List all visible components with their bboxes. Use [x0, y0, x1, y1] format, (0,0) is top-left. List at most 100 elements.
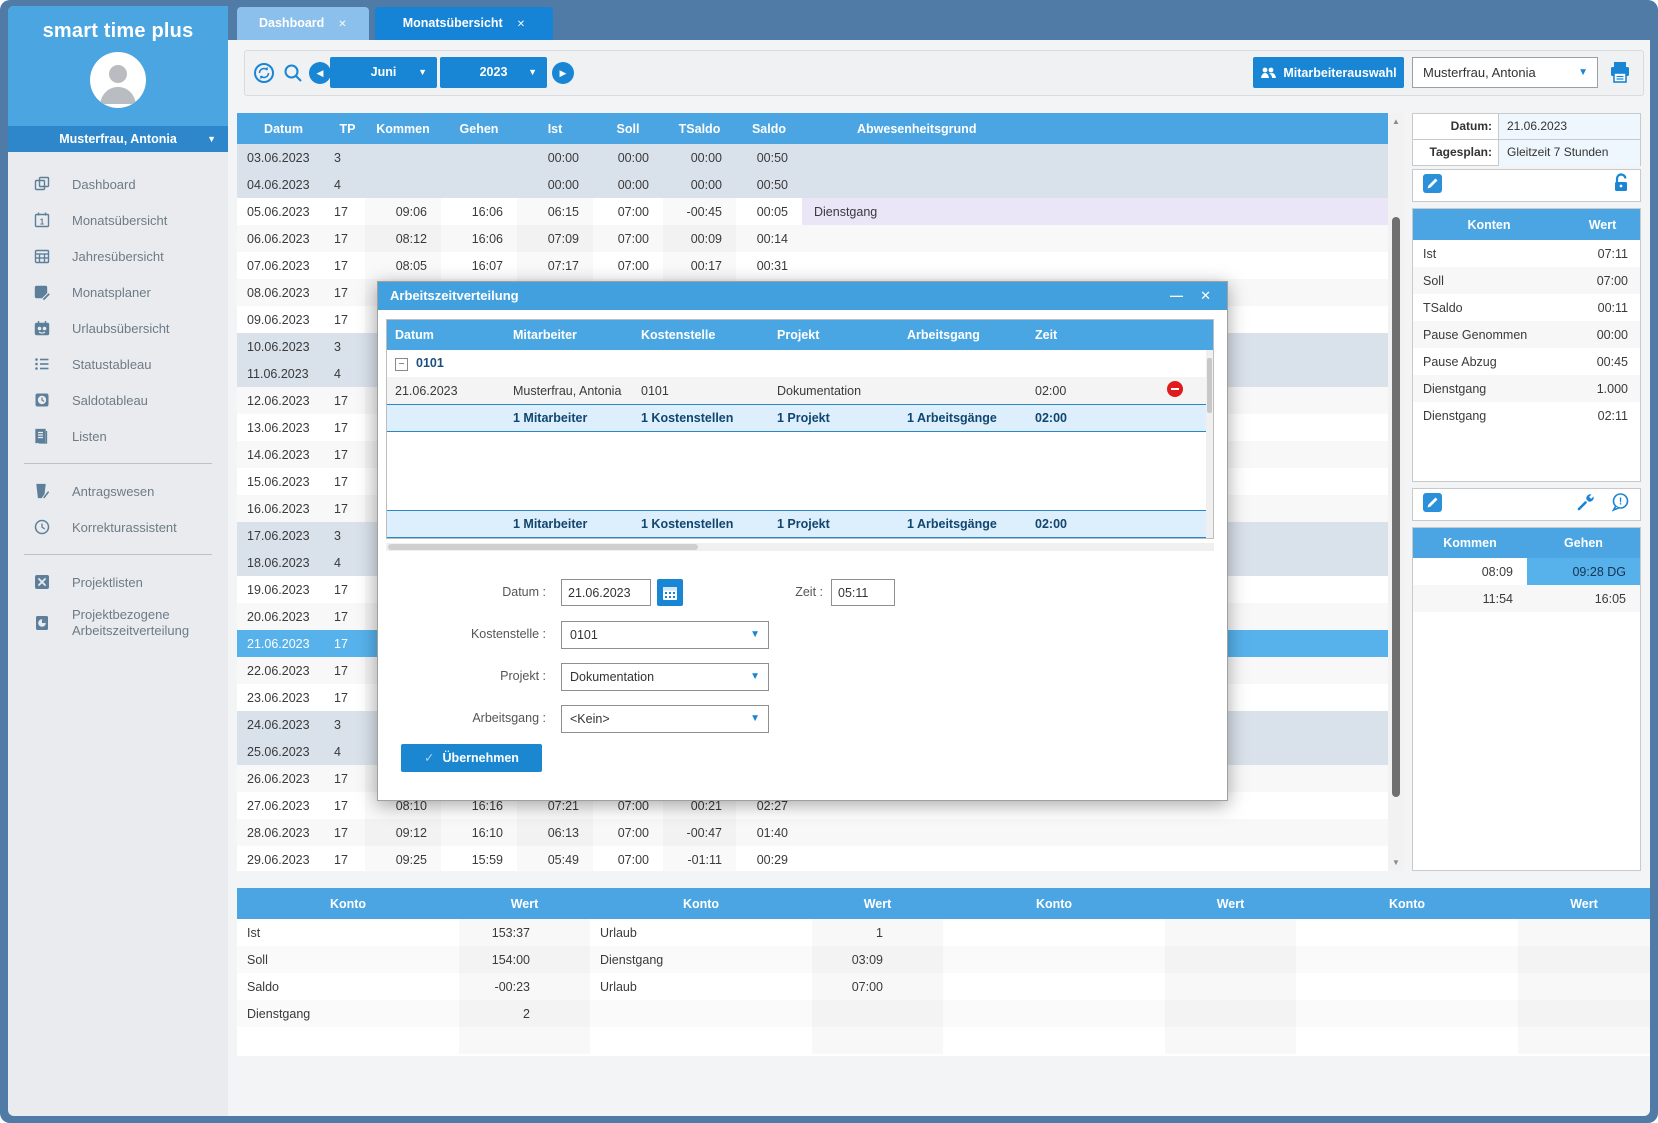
day-row[interactable]: 29.06.2023 17 09:25 15:59 05:49 07:00 -01:11 00… — [237, 846, 1388, 871]
account-row[interactable]: Pause Genommen 00:00 — [1413, 321, 1640, 348]
datum-input[interactable] — [561, 579, 651, 606]
sidebar-item-monatsuebersicht[interactable]: 1 Monatsübersicht — [8, 202, 228, 238]
wrench-icon[interactable] — [1576, 492, 1596, 517]
minimize-icon[interactable]: — — [1170, 288, 1183, 303]
day-row[interactable]: 27.06.2023 17 08:10 16:16 07:21 07:00 00:21 02:… — [237, 792, 1388, 819]
day-row[interactable]: 13.06.2023 17 — [237, 414, 1388, 441]
group-row[interactable]: −0101 — [387, 350, 1213, 377]
table-header-row: Konten Wert — [1413, 209, 1640, 240]
sidebar-item-statustableau[interactable]: Statustableau — [8, 346, 228, 382]
sidebar-item-monatsplaner[interactable]: Monatsplaner — [8, 274, 228, 310]
tab-monatsuebersicht[interactable]: Monatsübersicht ✕ — [374, 7, 554, 40]
chevron-down-icon: ▼ — [528, 67, 537, 77]
sidebar-item-dashboard[interactable]: Dashboard — [8, 166, 228, 202]
main-table-scrollbar[interactable]: ▲ ▼ — [1388, 113, 1404, 871]
people-icon — [1261, 67, 1277, 78]
scroll-up-icon[interactable]: ▲ — [1392, 117, 1400, 126]
bookings-card: Kommen Gehen 08:09 09:28 DG 11:54 16:05 — [1412, 527, 1641, 871]
month-dropdown[interactable]: Juni ▼ — [330, 57, 437, 88]
correction-assistant-icon — [32, 517, 52, 537]
arbeitsgang-dropdown[interactable]: <Kein> ▼ — [561, 705, 769, 733]
booking-row[interactable]: 11:54 16:05 — [1413, 585, 1640, 612]
sidebar-item-jahresuebersicht[interactable]: Jahresübersicht — [8, 238, 228, 274]
close-icon[interactable]: ✕ — [516, 19, 526, 30]
user-name-bar[interactable]: Musterfrau, Antonia ▼ — [8, 126, 228, 152]
day-row[interactable]: 23.06.2023 17 — [237, 684, 1388, 711]
account-row[interactable]: Dienstgang 1.000 — [1413, 375, 1640, 402]
close-icon[interactable]: ✕ — [338, 19, 347, 30]
day-row[interactable]: 09.06.2023 17 — [237, 306, 1388, 333]
projekt-dropdown[interactable]: Dokumentation ▼ — [561, 663, 769, 691]
distribution-row[interactable]: 21.06.2023 Musterfrau, Antonia 0101 Doku… — [387, 377, 1213, 404]
bookings-toolbar: ! — [1412, 488, 1641, 521]
day-row[interactable]: 07.06.2023 17 08:05 16:07 07:17 07:00 00:17 00:… — [237, 252, 1388, 279]
account-row[interactable]: Ist 07:11 — [1423, 246, 1628, 261]
zeit-input[interactable] — [831, 579, 895, 606]
info-row-datum: Datum: 21.06.2023 — [1413, 114, 1640, 140]
scrollbar-thumb[interactable] — [388, 544, 698, 550]
dashboard-icon — [32, 174, 52, 194]
account-row[interactable]: Pause Abzug 00:45 — [1423, 354, 1628, 369]
status-board-icon — [32, 354, 52, 374]
edit-icon[interactable] — [1422, 173, 1443, 199]
previous-month-button[interactable]: ◀ — [309, 62, 331, 84]
requests-icon — [32, 481, 52, 501]
project-time-icon — [32, 613, 52, 633]
employee-selection-button[interactable]: Mitarbeiterauswahl — [1253, 57, 1404, 88]
sidebar-item-projektlisten[interactable]: Projektlisten — [8, 564, 228, 600]
chevron-down-icon: ▼ — [750, 629, 760, 640]
account-row[interactable]: Soll 07:00 — [1413, 267, 1640, 294]
next-month-button[interactable]: ▶ — [552, 62, 574, 84]
sidebar-nav: Dashboard 1 Monatsübersicht Jahresübersi… — [8, 150, 228, 646]
day-row[interactable]: 04.06.2023 4 00:00 00:00 00:00 00:50 — [237, 171, 1388, 198]
dialog-table-hscrollbar[interactable] — [386, 543, 1214, 551]
day-row[interactable]: 19.06.2023 17 — [237, 576, 1388, 603]
account-row[interactable]: Dienstgang 02:11 — [1423, 408, 1628, 423]
vacation-overview-icon — [32, 318, 52, 338]
account-row[interactable]: TSaldo 00:11 — [1423, 300, 1628, 315]
close-icon[interactable]: ✕ — [1200, 288, 1211, 303]
dialog-titlebar[interactable]: Arbeitszeitverteilung — ✕ — [378, 282, 1227, 310]
month-summary-table: Konto Wert Konto Wert Konto Wert Konto W… — [237, 888, 1650, 1056]
dialog-table-scrollbar[interactable] — [1206, 350, 1213, 538]
chevron-down-icon: ▼ — [1578, 67, 1588, 78]
tab-dashboard[interactable]: Dashboard ✕ — [237, 7, 369, 40]
day-row[interactable]: 05.06.2023 17 09:06 16:06 06:15 07:00 -00:45 00… — [237, 198, 1388, 225]
booking-row[interactable]: 08:09 09:28 DG — [1413, 558, 1640, 585]
summary-row: Ist 153:37 Urlaub 1 — [237, 919, 1650, 946]
edit-icon[interactable] — [1422, 492, 1443, 518]
sidebar-item-listen[interactable]: Listen — [8, 418, 228, 454]
print-icon[interactable] — [1607, 59, 1631, 83]
day-row[interactable]: 03.06.2023 3 00:00 00:00 00:00 00:50 — [237, 144, 1388, 171]
day-row[interactable]: 28.06.2023 17 09:12 16:10 06:13 07:00 -00:47 01… — [237, 819, 1388, 846]
search-icon[interactable] — [281, 61, 305, 85]
alert-bubble-icon[interactable]: ! — [1610, 492, 1631, 517]
sidebar-divider — [24, 554, 212, 555]
sidebar-item-korrekturassistent[interactable]: Korrekturassistent — [8, 509, 228, 545]
refresh-icon[interactable] — [252, 61, 276, 85]
scrollbar-thumb[interactable] — [1392, 217, 1400, 797]
sidebar-item-antragswesen[interactable]: Antragswesen — [8, 473, 228, 509]
sidebar-divider — [24, 463, 212, 464]
scrollbar-thumb[interactable] — [1207, 358, 1212, 413]
sidebar-item-saldotableau[interactable]: Saldotableau — [8, 382, 228, 418]
apply-button[interactable]: ✓ Übernehmen — [401, 744, 542, 772]
scroll-down-icon[interactable]: ▼ — [1392, 858, 1400, 867]
calendar-icon[interactable] — [657, 579, 683, 606]
user-avatar[interactable] — [90, 52, 146, 108]
delete-row-icon[interactable] — [1167, 381, 1183, 397]
svg-text:!: ! — [1619, 497, 1622, 508]
day-row[interactable]: 15.06.2023 17 — [237, 468, 1388, 495]
arbeitsgang-label: Arbeitsgang : — [472, 711, 546, 725]
sidebar-item-urlaubsuebersicht[interactable]: Urlaubsübersicht — [8, 310, 228, 346]
employee-select[interactable]: Musterfrau, Antonia ▼ — [1412, 57, 1598, 88]
unlock-icon[interactable] — [1611, 172, 1631, 199]
chevron-down-icon: ▼ — [207, 134, 216, 144]
table-header-row: Datum TP Kommen Gehen Ist Soll TSaldo Sa… — [237, 113, 1388, 144]
collapse-icon[interactable]: − — [395, 358, 408, 371]
kostenstelle-dropdown[interactable]: 0101 ▼ — [561, 621, 769, 649]
day-row[interactable]: 06.06.2023 17 08:12 16:06 07:09 07:00 00:09 00:… — [237, 225, 1388, 252]
sidebar-item-projektbezogene-arbeitszeitverteilung[interactable]: Projektbezogene Arbeitszeitverteilung — [8, 600, 228, 646]
year-dropdown[interactable]: 2023 ▼ — [440, 57, 547, 88]
app-logo: smart time plus — [42, 20, 194, 42]
